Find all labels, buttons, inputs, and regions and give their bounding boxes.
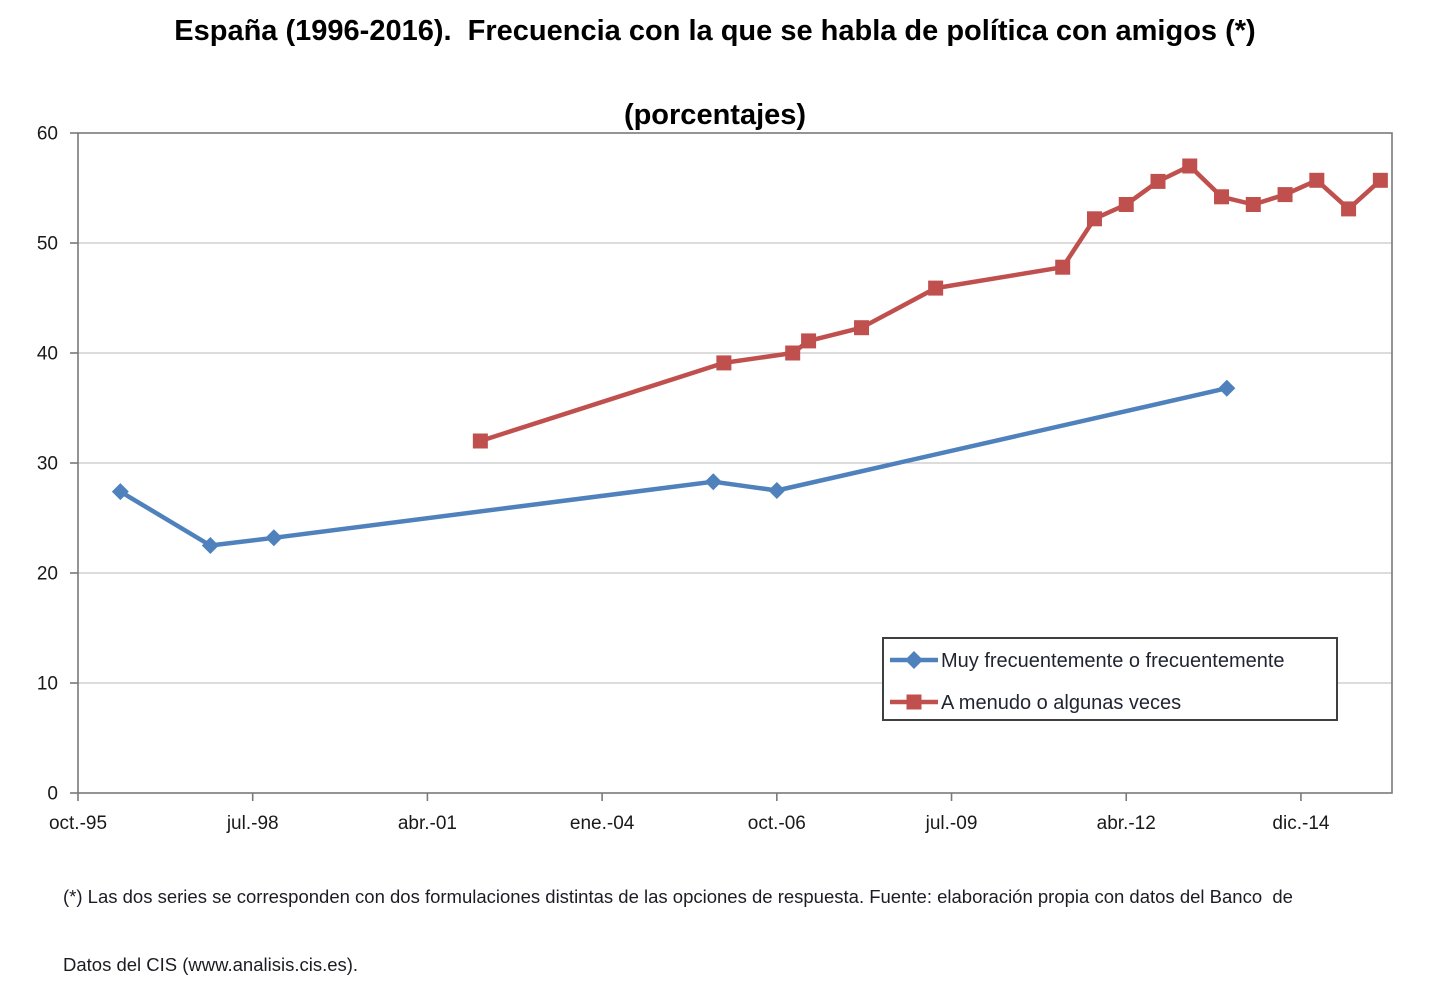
data-point-marker	[1341, 201, 1357, 217]
y-tick-label: 0	[47, 784, 58, 805]
data-point-marker	[1218, 379, 1236, 397]
x-tick-label: jul.-09	[925, 813, 978, 834]
series-lines	[111, 158, 1388, 554]
x-tick-label: jul.-98	[226, 813, 279, 834]
data-point-marker	[1182, 158, 1198, 174]
x-tick-label: oct.-95	[49, 813, 107, 834]
legend-label-blue: Muy frecuentemente o frecuentemente	[941, 650, 1285, 672]
data-point-marker	[201, 537, 219, 554]
data-point-marker	[801, 333, 817, 349]
data-point-marker	[1118, 197, 1134, 212]
legend-box	[882, 637, 1338, 721]
line-chart: 0 10 20 30 40 50 60 oct.-95 jul.-98 abr.-01 ene.-0…	[37, 124, 1393, 835]
data-point-marker	[1055, 259, 1071, 275]
footnote: (*) Las dos series se corresponden con d…	[63, 880, 1403, 982]
gridlines	[78, 242, 1392, 684]
x-tick-label: ene.-04	[570, 813, 635, 834]
series-line-0	[118, 385, 1230, 548]
chart-title-line2: (porcentajes)	[623, 99, 807, 131]
y-tick-label: 30	[37, 454, 58, 475]
data-point-marker	[1245, 197, 1261, 212]
data-point-marker	[111, 483, 129, 501]
x-tick-label: abr.-12	[1097, 813, 1156, 834]
y-tick-label: 60	[37, 124, 58, 145]
legend-marker-square	[906, 694, 922, 710]
data-point-marker	[472, 433, 488, 449]
footnote-line2: Datos del CIS (www.analisis.cis.es).	[63, 954, 359, 975]
data-point-marker	[1277, 187, 1293, 203]
data-point-marker	[1372, 172, 1388, 188]
data-point-marker	[1086, 211, 1102, 227]
legend-label-red: A menudo o algunas veces	[941, 692, 1181, 714]
data-point-marker	[265, 529, 283, 547]
footnote-line1: (*) Las dos series se corresponden con d…	[63, 886, 1293, 907]
y-tick-label: 50	[37, 234, 58, 255]
x-tick-label: dic.-14	[1272, 813, 1329, 834]
legend: Muy frecuentemente o frecuentemente A me…	[882, 637, 1338, 721]
legend-marker-diamond	[905, 651, 923, 669]
data-point-marker	[1150, 173, 1166, 189]
x-tick-label: oct.-06	[748, 813, 806, 834]
data-point-marker	[854, 320, 870, 336]
x-tick-label: abr.-01	[398, 813, 457, 834]
data-point-marker	[1214, 189, 1230, 205]
data-point-marker	[1309, 172, 1325, 188]
axis-ticks-and-labels: 0 10 20 30 40 50 60 oct.-95 jul.-98 abr.-01 ene.-0…	[37, 124, 1330, 835]
y-tick-label: 20	[37, 564, 58, 585]
data-point-marker	[704, 473, 722, 491]
data-point-marker	[768, 482, 786, 499]
series-line-1	[478, 163, 1383, 444]
chart-title: España (1996-2016). Frecuencia con la qu…	[0, 10, 1430, 136]
data-point-marker	[716, 355, 732, 371]
data-point-marker	[928, 280, 944, 296]
y-tick-label: 10	[37, 674, 58, 695]
data-point-marker	[785, 345, 801, 361]
y-tick-label: 40	[37, 344, 58, 365]
chart-title-line1: España (1996-2016). Frecuencia con la qu…	[174, 15, 1256, 47]
